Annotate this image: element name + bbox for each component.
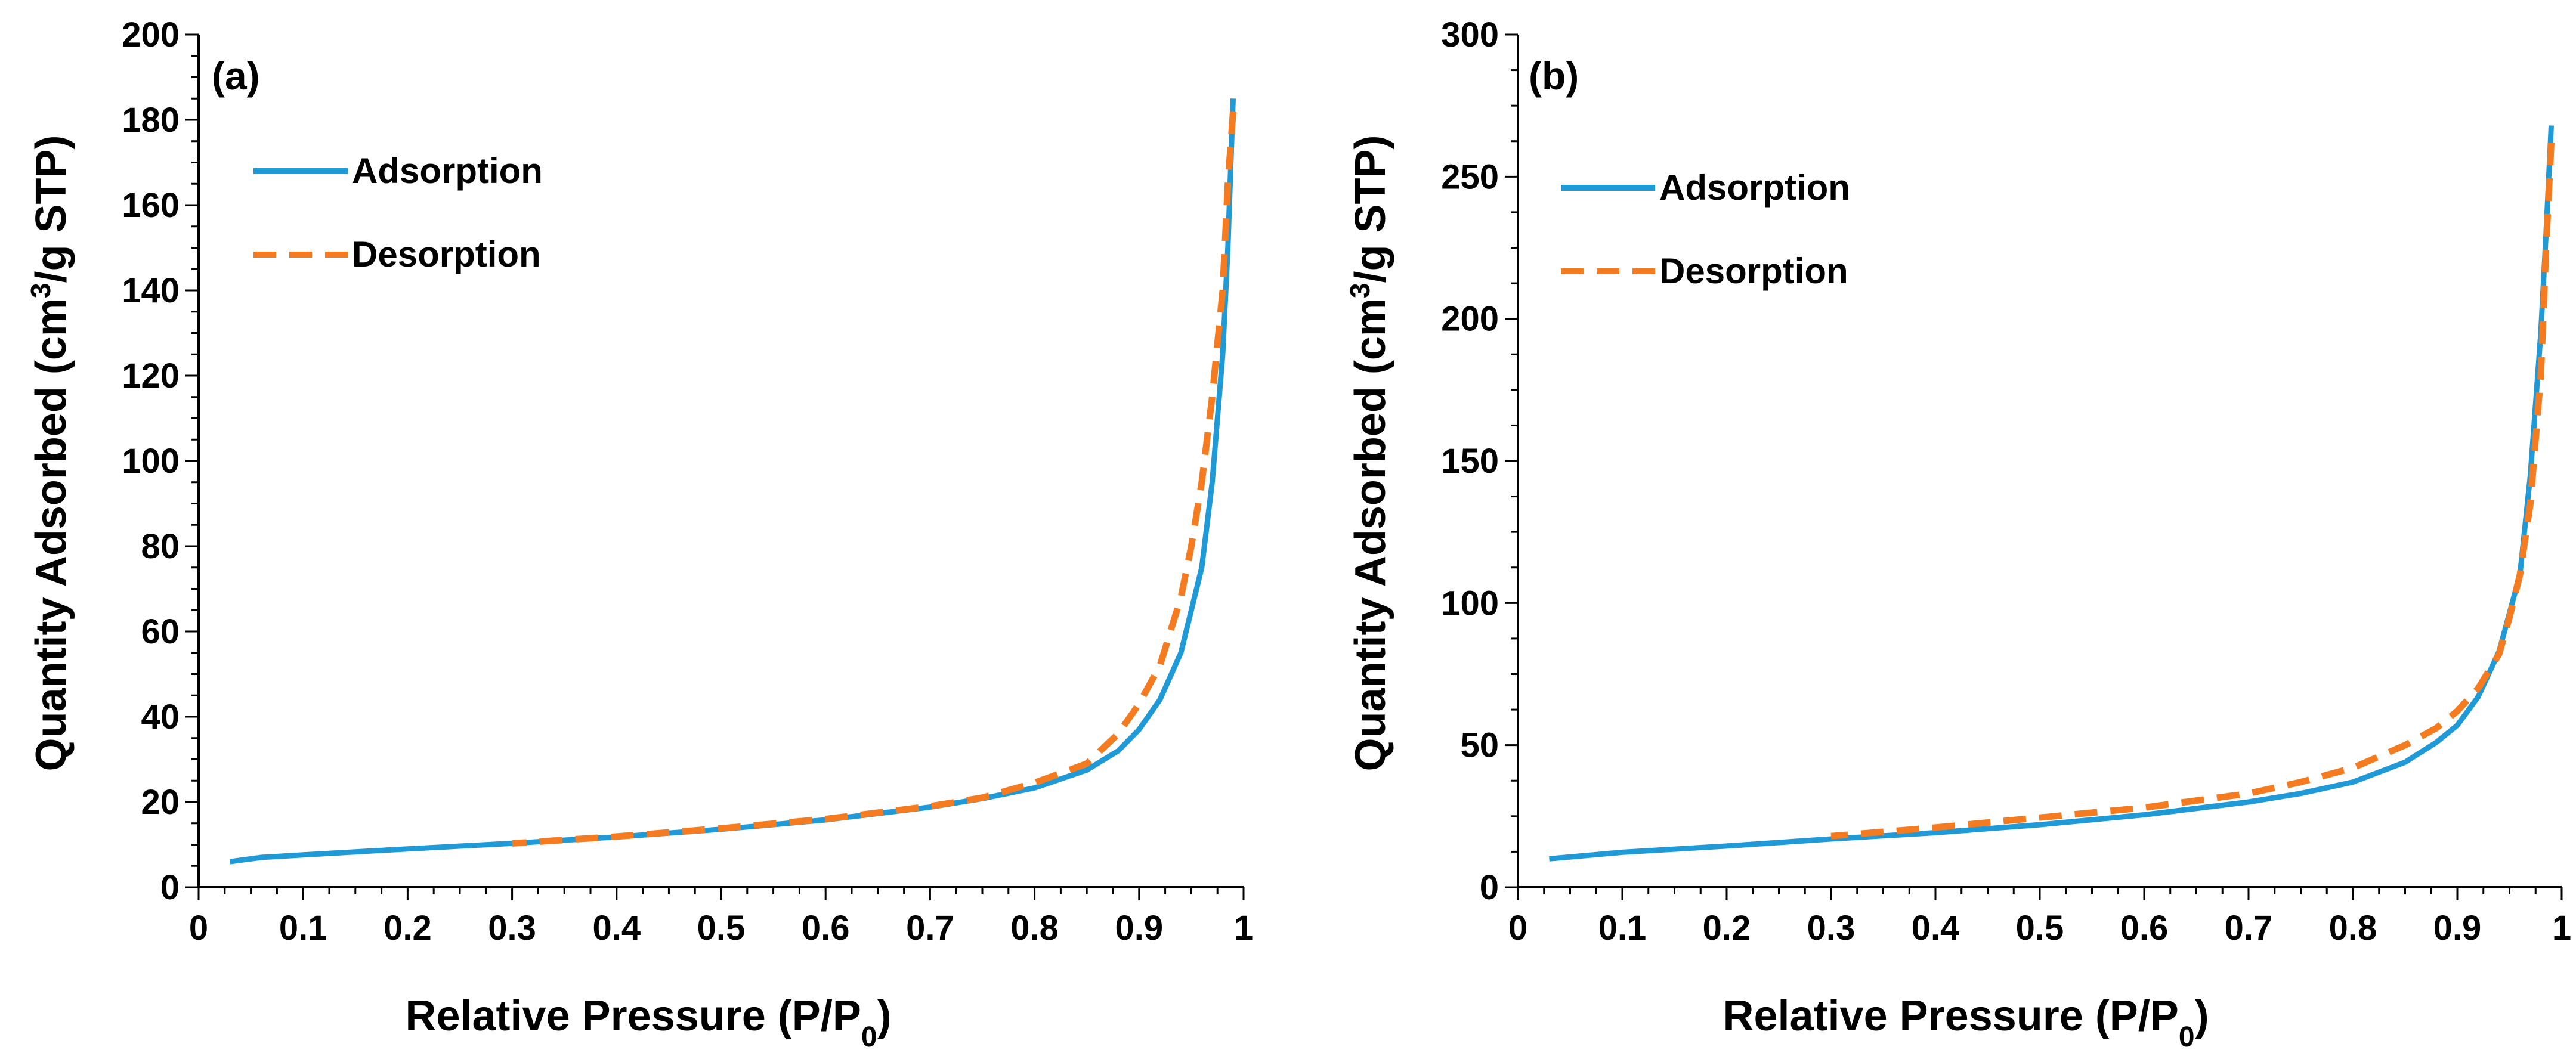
y-axis-title-text: Quantity Adsorbed (cm [27, 298, 75, 771]
y-tick-label: 20 [141, 783, 180, 822]
adsorption-series-line [229, 98, 1236, 865]
legend-desorption-label: Desorption [352, 234, 541, 274]
x-tick-label: 0.1 [1598, 909, 1647, 947]
x-axis-title-text: Relative Pressure (P/P [1723, 992, 2178, 1040]
y-tick-label: 120 [122, 357, 180, 395]
y-axis-title-superscript: 3 [1344, 283, 1375, 299]
x-tick-label: 1 [1234, 909, 1253, 947]
x-tick-label: 0.7 [906, 909, 954, 947]
x-tick-label: 0.2 [384, 909, 432, 947]
panel-label: (b) [1529, 54, 1579, 98]
y-tick-label: 180 [122, 101, 180, 140]
x-tick-label: 0.5 [697, 909, 746, 947]
x-tick-label: 0.8 [1010, 909, 1059, 947]
y-tick-label: 250 [1441, 157, 1499, 196]
legend-adsorption-label: Adsorption [1659, 168, 1850, 208]
x-tick-label: 0.9 [2433, 909, 2482, 947]
x-tick-label: 0.6 [802, 909, 850, 947]
y-tick-label: 0 [1480, 868, 1499, 907]
y-tick-label: 160 [122, 186, 180, 225]
y-tick-label: 140 [122, 271, 180, 310]
y-tick-label: 200 [1441, 300, 1499, 339]
y-axis-title-superscript: 3 [25, 283, 56, 299]
x-tick-label: 0.4 [1912, 909, 1960, 947]
x-tick-label: 0.8 [2329, 909, 2377, 947]
x-tick-label: 0.6 [2120, 909, 2169, 947]
x-axis-title-text: Relative Pressure (P/P [405, 992, 861, 1040]
chart-panel-a: (a) Quantity Adsorbed (cm3/g STP) Relati… [25, 16, 1253, 1053]
chart-panel-b: (b) Quantity Adsorbed (cm3/g STP) Relati… [1344, 16, 2571, 1053]
y-axis-title-suffix: /g STP) [27, 135, 75, 283]
svg-text:Quantity Adsorbed (cm3/g STP): Quantity Adsorbed (cm3/g STP) [1344, 135, 1394, 772]
x-tick-label: 1 [2552, 909, 2571, 947]
x-tick-label: 0.2 [1703, 909, 1751, 947]
x-tick-label: 0.1 [279, 909, 327, 947]
y-tick-label: 50 [1460, 726, 1499, 765]
x-axis-title-suffix: ) [2195, 992, 2209, 1040]
desorption-series-line [512, 111, 1236, 847]
adsorption-series-line [1549, 125, 2554, 862]
x-tick-label: 0.7 [2225, 909, 2273, 947]
x-axis-title: Relative Pressure (P/P0) [1723, 992, 2209, 1053]
x-tick-label: 0.9 [1115, 909, 1163, 947]
y-tick-label: 200 [122, 16, 180, 54]
desorption-series-line [1830, 142, 2555, 840]
y-tick-label: 150 [1441, 442, 1499, 481]
y-tick-label: 60 [141, 612, 180, 651]
y-tick-label: 0 [160, 868, 180, 907]
x-tick-label: 0.3 [1807, 909, 1856, 947]
x-tick-label: 0.3 [488, 909, 536, 947]
x-axis-title-subscript: 0 [2179, 1021, 2195, 1053]
y-axis-title-suffix: /g STP) [1347, 135, 1394, 283]
legend-desorption-label: Desorption [1659, 251, 1848, 291]
y-tick-label: 80 [141, 527, 180, 566]
legend: Adsorption Desorption [253, 151, 543, 274]
panel-label: (a) [212, 54, 260, 98]
y-tick-label: 100 [1441, 584, 1499, 623]
y-tick-label: 300 [1441, 16, 1499, 54]
x-tick-label: 0 [1508, 909, 1527, 947]
y-tick-label: 100 [122, 442, 180, 481]
svg-text:Quantity Adsorbed (cm3/g STP): Quantity Adsorbed (cm3/g STP) [25, 135, 75, 772]
x-tick-label: 0.4 [592, 909, 641, 947]
x-axis-title-suffix: ) [877, 992, 892, 1040]
y-axis-title: Quantity Adsorbed (cm3/g STP) [1344, 135, 1394, 772]
legend: Adsorption Desorption [1561, 168, 1850, 291]
x-axis-title-subscript: 0 [861, 1021, 877, 1053]
x-tick-label: 0.5 [2016, 909, 2064, 947]
y-tick-label: 40 [141, 698, 180, 736]
legend-adsorption-label: Adsorption [352, 151, 543, 191]
x-tick-label: 0 [189, 909, 208, 947]
x-axis-title: Relative Pressure (P/P0) [405, 992, 891, 1053]
y-axis-title: Quantity Adsorbed (cm3/g STP) [25, 135, 75, 772]
y-axis-title-text: Quantity Adsorbed (cm [1347, 298, 1394, 771]
